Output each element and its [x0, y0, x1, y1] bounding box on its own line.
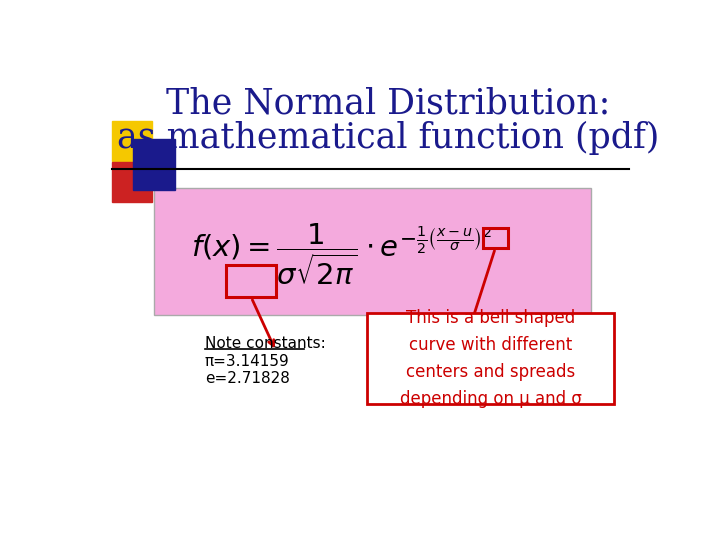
- Text: $f(x) = \dfrac{1}{\sigma\sqrt{2\pi}} \cdot e^{-\frac{1}{2}\left(\frac{x-u}{\sigm: $f(x) = \dfrac{1}{\sigma\sqrt{2\pi}} \cd…: [192, 222, 492, 288]
- Bar: [132, 139, 175, 190]
- Bar: [226, 265, 276, 298]
- Text: as mathematical function (pdf): as mathematical function (pdf): [117, 121, 660, 155]
- Text: e=2.71828: e=2.71828: [204, 372, 289, 387]
- Text: π=3.14159: π=3.14159: [204, 354, 289, 369]
- Text: The Normal Distribution:: The Normal Distribution:: [166, 86, 611, 120]
- Bar: [483, 228, 508, 248]
- FancyBboxPatch shape: [153, 188, 591, 315]
- FancyBboxPatch shape: [367, 313, 614, 403]
- Bar: [112, 121, 152, 161]
- Text: This is a bell shaped
curve with different
centers and spreads
depending on μ an: This is a bell shaped curve with differe…: [400, 308, 582, 408]
- Bar: [112, 162, 152, 202]
- Text: Note constants:: Note constants:: [204, 336, 325, 351]
